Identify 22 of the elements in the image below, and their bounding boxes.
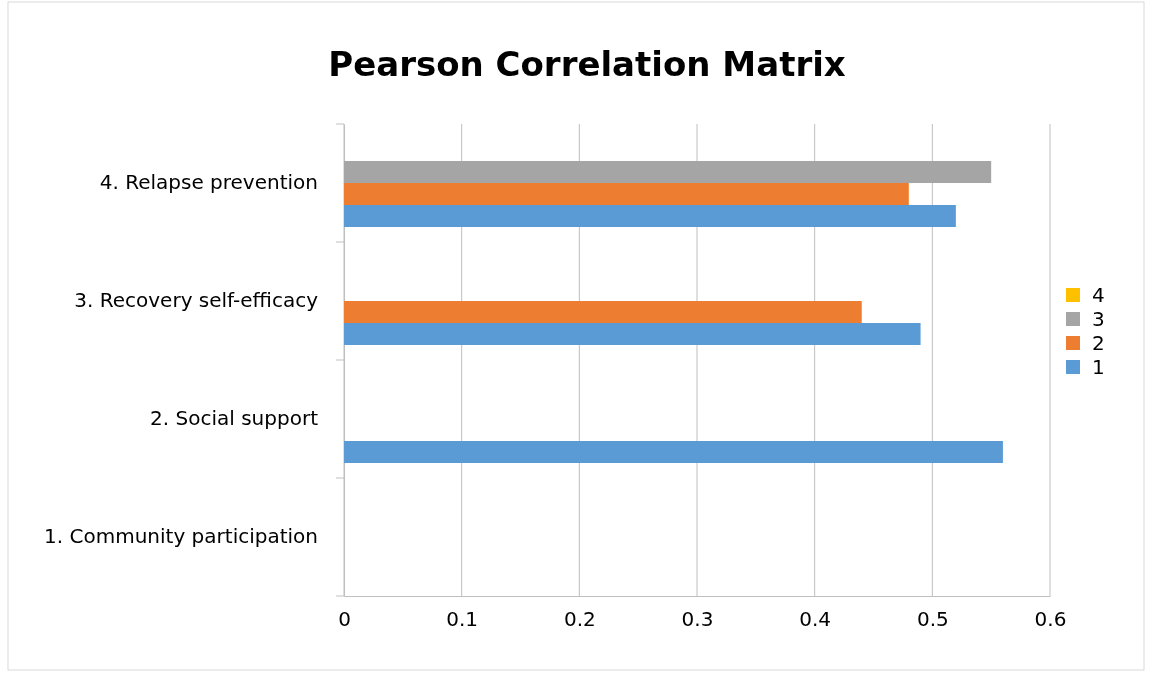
x-tick-label: 0.2 [563,607,596,632]
y-tick-label: 1. Community participation [44,524,318,549]
x-tick-label: 0.6 [1034,607,1067,632]
bar [344,205,956,227]
y-tick-label: 3. Recovery self-efficacy [74,288,319,313]
legend-label: 1 [1092,355,1105,379]
bar [344,301,862,323]
bar [344,323,921,345]
bar [344,161,992,183]
x-tick-label: 0.5 [916,607,949,632]
legend-label: 2 [1092,331,1105,355]
bar [344,441,1003,463]
chart-title: Pearson Correlation Matrix [328,44,846,84]
x-tick-label: 0.1 [446,607,479,632]
x-tick-label: 0 [338,607,351,632]
y-tick-label: 2. Social support [150,406,319,431]
x-tick-label: 0.4 [799,607,832,632]
x-tick-label: 0.3 [681,607,714,632]
legend-label: 4 [1092,283,1105,307]
bar [344,183,909,205]
y-tick-label: 4. Relapse prevention [99,170,318,195]
legend-label: 3 [1092,307,1105,331]
